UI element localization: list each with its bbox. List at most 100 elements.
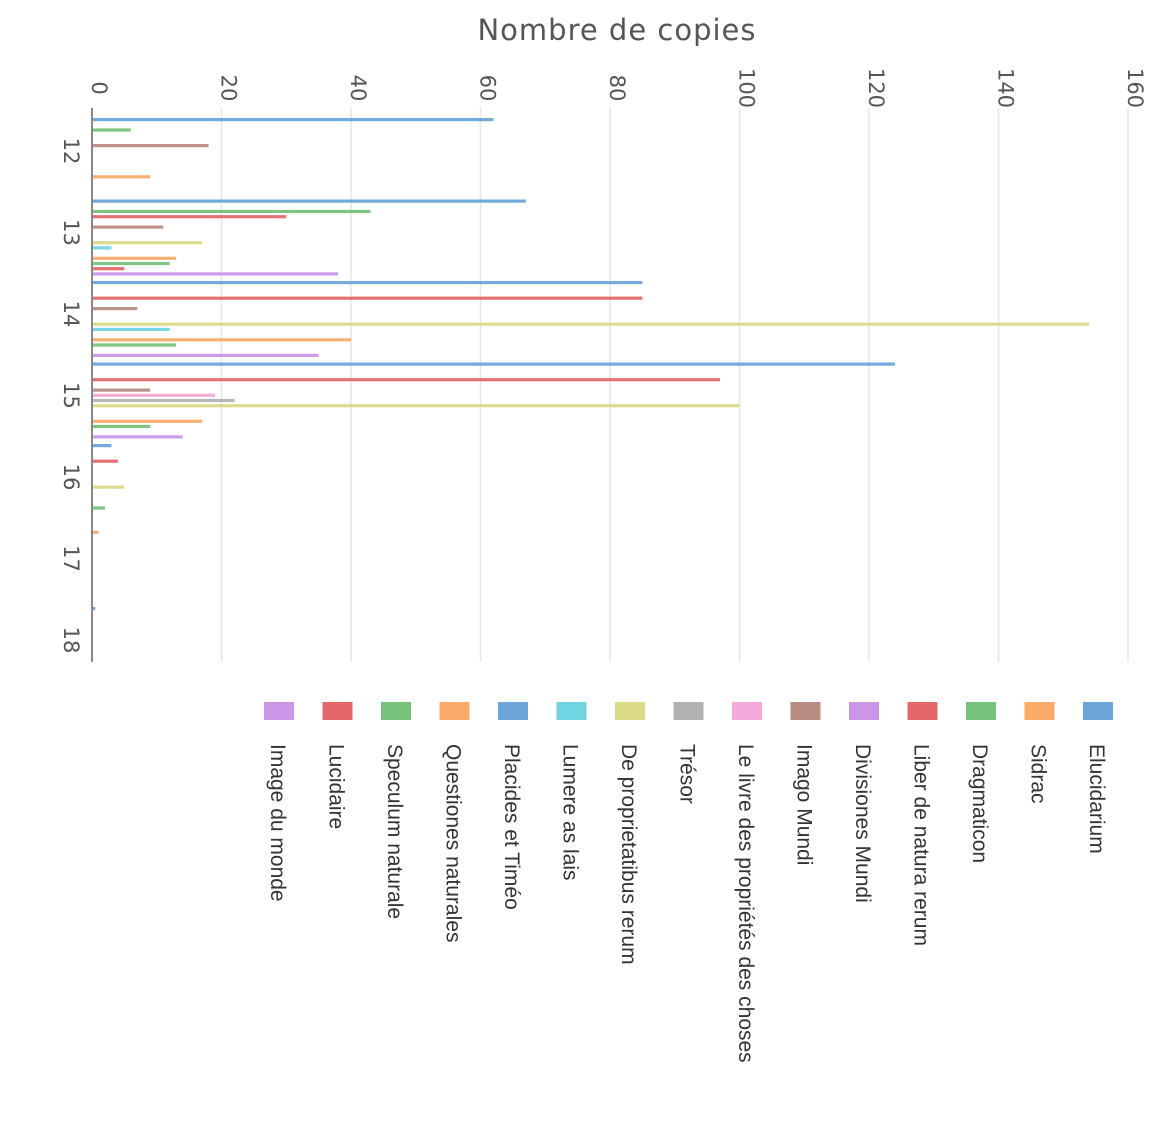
- legend-item: Sidrac: [1024, 702, 1055, 804]
- legend-item: Le livre des propriétés des choses: [732, 702, 762, 1063]
- legend-item: Lucidaire: [322, 702, 353, 829]
- legend-label: Lumere as lais: [559, 744, 582, 881]
- value-tick-label: 80: [605, 75, 629, 102]
- category-tick-label: 16: [59, 464, 83, 491]
- legend-item: Liber de natura rerum: [907, 702, 938, 946]
- bar: [92, 343, 177, 347]
- legend-item: Imago Mundi: [790, 702, 821, 865]
- bar: [92, 353, 319, 357]
- bar: [92, 209, 371, 214]
- category-tick-label: 18: [59, 627, 83, 654]
- legend-swatch: [1024, 702, 1055, 720]
- value-tick-label: 40: [346, 75, 370, 102]
- legend-swatch: [673, 702, 704, 720]
- legend-swatch: [264, 702, 294, 720]
- value-axis-title: Nombre de copies: [477, 13, 756, 47]
- bar: [92, 225, 164, 229]
- bar: [92, 362, 895, 366]
- bar: [92, 485, 125, 489]
- bar: [92, 261, 170, 266]
- legend-swatch: [1083, 702, 1113, 720]
- legend-label: Questiones naturales: [442, 744, 465, 942]
- bar: [92, 607, 96, 611]
- legend-label: De proprietatibus rerum: [617, 744, 640, 965]
- bar: [92, 398, 235, 403]
- legend-label: Elucidarium: [1085, 744, 1108, 854]
- value-tick-label: 100: [735, 68, 759, 108]
- legend-label: Imago Mundi: [793, 744, 816, 865]
- bar: [92, 118, 494, 122]
- legend-item: Divisiones Mundi: [849, 702, 879, 903]
- bar: [92, 128, 131, 132]
- category-tick-label: 13: [59, 219, 83, 246]
- legend-swatch: [381, 702, 411, 720]
- legend-item: De proprietatibus rerum: [615, 702, 645, 965]
- bar: [92, 404, 740, 408]
- bar: [92, 393, 216, 397]
- bar: [92, 322, 1090, 326]
- bar: [92, 281, 643, 285]
- bar: [92, 246, 112, 250]
- bar: [92, 459, 118, 463]
- legend-swatch: [439, 702, 470, 720]
- bar: [92, 327, 170, 331]
- legend-item: Placides et Timéo: [498, 702, 528, 910]
- category-tick-label: 14: [59, 301, 83, 328]
- bar: [92, 296, 643, 300]
- bar: [92, 241, 203, 245]
- bar: [92, 267, 125, 271]
- value-tick-label: 20: [217, 75, 241, 102]
- bar: [92, 144, 209, 148]
- legend-item: Lumere as lais: [556, 702, 587, 881]
- bar: [92, 506, 105, 510]
- category-tick-label: 15: [59, 382, 83, 409]
- legend-item: Speculum naturale: [381, 702, 411, 919]
- bar: [92, 256, 177, 260]
- category-tick-label: 17: [59, 545, 83, 572]
- category-axis-ticks: 12 13 14 15 16 17 18: [59, 138, 83, 654]
- legend-label: Le livre des propriétés des choses: [734, 744, 757, 1063]
- legend-swatch: [322, 702, 353, 720]
- value-tick-label: 0: [87, 81, 111, 94]
- legend-swatch: [732, 702, 762, 720]
- bar: [92, 338, 351, 342]
- legend-swatch: [966, 702, 996, 720]
- bar: [92, 435, 183, 439]
- value-tick-label: 140: [994, 68, 1018, 108]
- legend-label: Lucidaire: [325, 744, 348, 829]
- bar: [92, 307, 138, 311]
- legend-item: Image du monde: [264, 702, 294, 902]
- bar: [92, 530, 99, 534]
- bar: [92, 378, 721, 382]
- legend: Elucidarium Sidrac Dragmaticon Liber de nat…: [264, 702, 1113, 1063]
- bar: [92, 215, 287, 219]
- gridlines: [91, 108, 1129, 662]
- legend-label: Sidrac: [1027, 744, 1050, 804]
- legend-item: Trésor: [673, 702, 704, 804]
- legend-label: Image du monde: [266, 744, 289, 902]
- bar: [92, 272, 339, 276]
- legend-label: Liber de natura rerum: [910, 744, 933, 946]
- legend-swatch: [615, 702, 645, 720]
- bar: [92, 199, 526, 203]
- legend-item: Elucidarium: [1083, 702, 1113, 854]
- category-tick-label: 12: [59, 138, 83, 165]
- bar: [92, 419, 203, 423]
- legend-label: Divisiones Mundi: [851, 744, 874, 903]
- legend-swatch: [907, 702, 938, 720]
- value-tick-label: 120: [864, 68, 888, 108]
- bar: [92, 388, 151, 392]
- value-axis-ticks: 0 20 40 60 80 100 120 140 160: [87, 68, 1147, 108]
- legend-label: Speculum naturale: [383, 744, 406, 919]
- legend-item: Questiones naturales: [439, 702, 470, 942]
- legend-label: Trésor: [676, 744, 699, 804]
- legend-swatch: [498, 702, 528, 720]
- bar: [92, 424, 151, 429]
- legend-item: Dragmaticon: [966, 702, 996, 863]
- legend-label: Placides et Timéo: [500, 744, 523, 910]
- legend-swatch: [556, 702, 587, 720]
- legend-label: Dragmaticon: [968, 744, 991, 863]
- bars: [92, 118, 1090, 611]
- value-tick-label: 60: [476, 75, 500, 102]
